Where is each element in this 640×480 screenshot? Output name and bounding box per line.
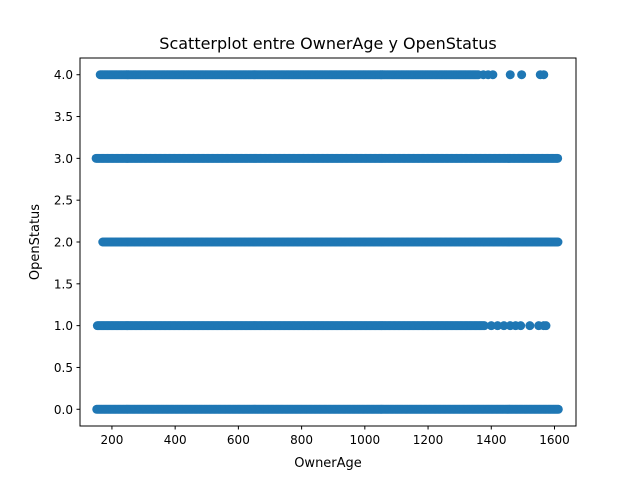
- y-tick-label: 1.5: [54, 277, 73, 291]
- data-point: [479, 321, 489, 331]
- data-point: [539, 70, 549, 80]
- data-point: [499, 321, 509, 331]
- y-tick-label: 3.0: [54, 152, 73, 166]
- x-tick-label: 1000: [350, 433, 381, 447]
- x-tick-label: 400: [164, 433, 187, 447]
- x-axis-label: OwnerAge: [294, 456, 362, 471]
- x-tick-label: 200: [100, 433, 123, 447]
- data-point: [553, 237, 563, 247]
- x-tick-label: 600: [227, 433, 250, 447]
- point-row: [95, 70, 549, 80]
- x-axis: 200 400 600 800 1000 1200 1400 1600: [100, 426, 570, 447]
- y-tick-label: 3.5: [54, 110, 73, 124]
- data-point: [488, 70, 498, 80]
- data-point: [553, 404, 563, 414]
- y-tick-label: 1.0: [54, 319, 73, 333]
- data-point: [505, 70, 515, 80]
- data-point: [525, 321, 535, 331]
- y-axis: 0.0 0.5 1.0 1.5 2.0 2.5 3.0 3.5 4.0: [54, 68, 80, 417]
- y-tick-label: 0.5: [54, 361, 73, 375]
- data-point: [553, 153, 563, 163]
- x-tick-label: 1600: [539, 433, 570, 447]
- x-tick-label: 800: [290, 433, 313, 447]
- data-point: [516, 321, 526, 331]
- chart-title: Scatterplot entre OwnerAge y OpenStatus: [159, 34, 496, 53]
- point-row: [91, 153, 563, 163]
- points-layer: [91, 70, 563, 414]
- point-row: [98, 237, 563, 247]
- x-tick-label: 1400: [476, 433, 507, 447]
- y-tick-label: 4.0: [54, 68, 73, 82]
- point-row: [92, 404, 563, 414]
- x-tick-label: 1200: [413, 433, 444, 447]
- data-point: [517, 70, 527, 80]
- point-row: [92, 321, 551, 331]
- data-point: [493, 321, 503, 331]
- data-point: [486, 321, 496, 331]
- y-axis-label: OpenStatus: [28, 204, 43, 280]
- y-tick-label: 0.0: [54, 403, 73, 417]
- y-tick-label: 2.0: [54, 236, 73, 250]
- y-tick-label: 2.5: [54, 194, 73, 208]
- data-point: [541, 321, 551, 331]
